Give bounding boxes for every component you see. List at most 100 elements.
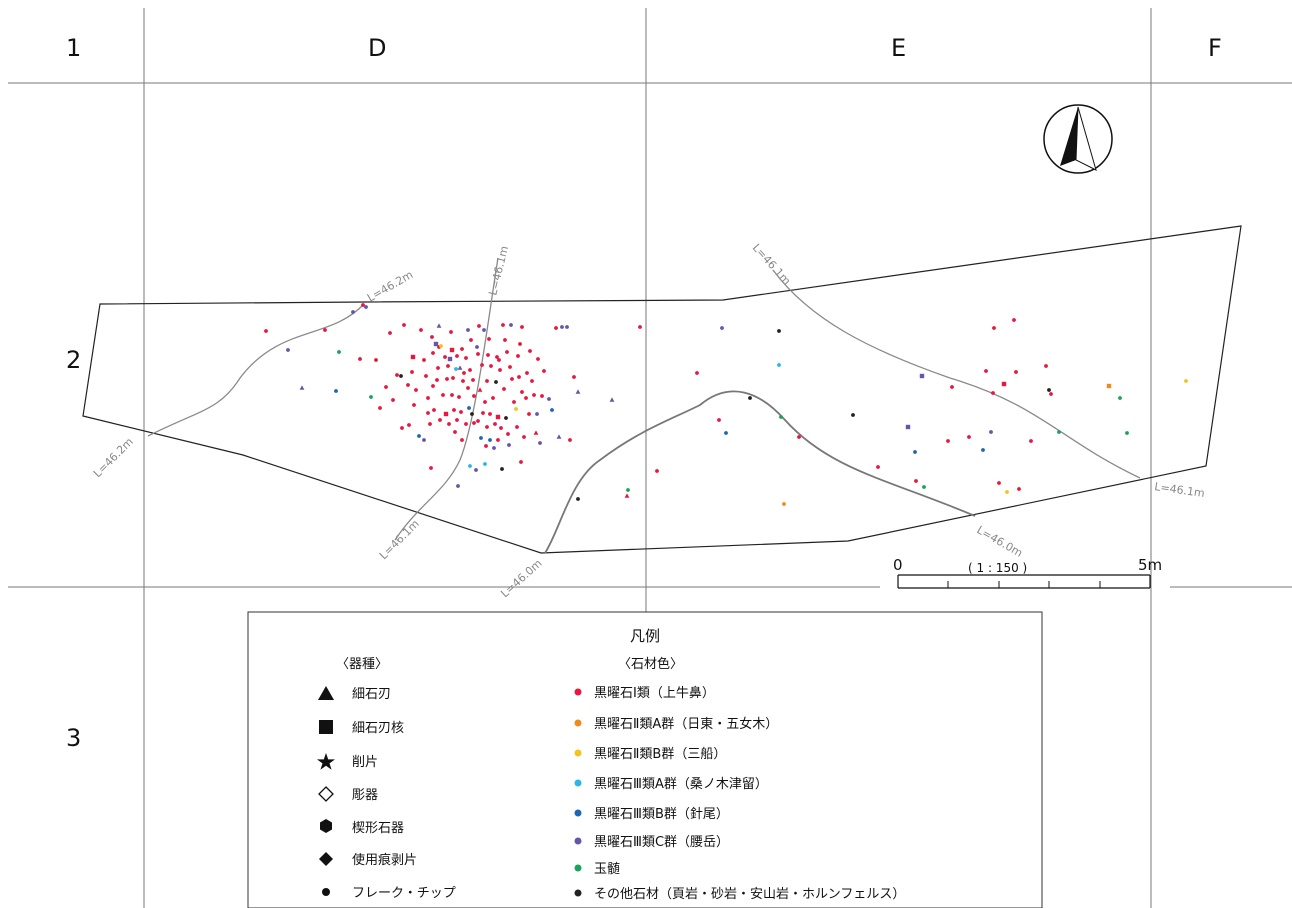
microblade-core-point: [1001, 381, 1007, 387]
flake-chip-point: [492, 446, 496, 450]
flake-chip-point: [489, 364, 493, 368]
flake-chip-point: [419, 328, 423, 332]
flake-chip-point: [550, 408, 554, 412]
column-label-f: F: [1208, 34, 1222, 62]
square-icon: [319, 720, 333, 734]
flake-chip-point: [506, 432, 510, 436]
flake-chip-point: [494, 380, 498, 384]
flake-chip-point: [695, 371, 699, 375]
contour-label-1: L=46.2m: [365, 268, 415, 305]
flake-chip-point: [466, 328, 470, 332]
flake-chip-point: [358, 357, 362, 361]
flake-chip-point: [1184, 379, 1188, 383]
flake-chip-point: [554, 326, 558, 330]
microblade-point: [457, 365, 463, 370]
flake-chip-point: [913, 450, 917, 454]
flake-chip-point: [547, 397, 551, 401]
flake-chip-point: [517, 375, 521, 379]
flake-chip-point: [485, 425, 489, 429]
flake-chip-point: [412, 403, 416, 407]
legend-materials-heading: 〈石材色〉: [618, 656, 683, 672]
flake-chip-point: [476, 352, 480, 356]
flake-chip-point: [414, 388, 418, 392]
microblade-core-point: [447, 356, 453, 362]
scale-end-label: 5m: [1138, 556, 1162, 574]
material-dot-icon: [574, 864, 582, 872]
flake-chip-point: [455, 418, 459, 422]
flake-chip-point: [482, 328, 486, 332]
flake-chip-point: [445, 377, 449, 381]
flake-chip-point: [334, 389, 338, 393]
flake-chip-point: [992, 326, 996, 330]
flake-chip-point: [406, 383, 410, 387]
star-icon: [317, 753, 335, 770]
flake-chip-point: [505, 350, 509, 354]
legend-title: 凡例: [630, 627, 660, 645]
flake-chip-point: [491, 396, 495, 400]
flake-chip-point: [1118, 396, 1122, 400]
flake-chip-point: [536, 357, 540, 361]
contour-label-2: L=46.1m: [486, 245, 511, 297]
legend-material-label: 黒曜石Ⅲ類A群（桑ノ木津留）: [594, 777, 768, 792]
flake-chip-point: [876, 465, 880, 469]
flake-chip-point: [378, 406, 382, 410]
flake-chip-point: [479, 436, 483, 440]
flake-chip-point: [487, 337, 491, 341]
microblade-point: [556, 434, 562, 439]
flake-chip-point: [484, 444, 488, 448]
flake-chip-point: [462, 371, 466, 375]
microblade-point: [436, 323, 442, 328]
flake-chip-point: [1125, 431, 1129, 435]
open-diamond-icon: [318, 786, 334, 802]
flake-chip-point: [509, 323, 513, 327]
flake-chip-point: [638, 325, 642, 329]
flake-chip-point: [439, 344, 443, 348]
flake-chip-point: [449, 330, 453, 334]
flake-chip-point: [384, 385, 388, 389]
legend-type-label: 楔形石器: [352, 821, 404, 836]
flake-chip-point: [991, 391, 995, 395]
flake-chip-point: [480, 363, 484, 367]
flake-chip-point: [286, 348, 290, 352]
flake-chip-point: [496, 438, 500, 442]
flake-chip-point: [502, 387, 506, 391]
flake-chip-point: [456, 484, 460, 488]
flake-chip-point: [797, 435, 801, 439]
flake-chip-point: [477, 324, 481, 328]
flake-chip-point: [438, 418, 442, 422]
triangle-icon: [318, 686, 334, 700]
excavation-outline: [82, 225, 1242, 554]
flake-chip-point: [417, 434, 421, 438]
legend-material-label: その他石材（頁岩・砂岩・安山岩・ホルンフェルス）: [594, 887, 905, 902]
legend-material-label: 黒曜石Ⅲ類C群（腰岳）: [594, 835, 729, 850]
microblade-core-point: [1106, 383, 1112, 389]
flake-chip-point: [501, 323, 505, 327]
flake-chip-point: [1047, 388, 1051, 392]
legend-type-label: フレーク・チップ: [352, 886, 456, 901]
flake-chip-point: [717, 418, 721, 422]
flake-chip-point: [655, 469, 659, 473]
flake-chip-point: [402, 323, 406, 327]
microblade-point: [477, 387, 483, 392]
contour-label-4: L=46.2m: [91, 435, 136, 480]
flake-chip-point: [540, 394, 544, 398]
legend-type-label: 使用痕剥片: [352, 852, 417, 868]
contour-label-5: L=46.1m: [377, 517, 422, 562]
material-dot-icon: [574, 837, 582, 845]
flake-chip-point: [777, 363, 781, 367]
flake-chip-point: [443, 355, 447, 359]
flake-chip-point: [471, 378, 475, 382]
flake-chip-point: [1044, 364, 1048, 368]
artifact-points: [264, 303, 1188, 506]
flake-chip-point: [504, 416, 508, 420]
flake-chip-point: [472, 394, 476, 398]
flake-chip-point: [495, 355, 499, 359]
material-dot-icon: [574, 889, 582, 897]
flake-chip-point: [264, 329, 268, 333]
flake-chip-point: [984, 369, 988, 373]
flake-chip-point: [1012, 318, 1016, 322]
flake-chip-point: [388, 331, 392, 335]
flake-chip-point: [914, 479, 918, 483]
flake-chip-point: [508, 365, 512, 369]
